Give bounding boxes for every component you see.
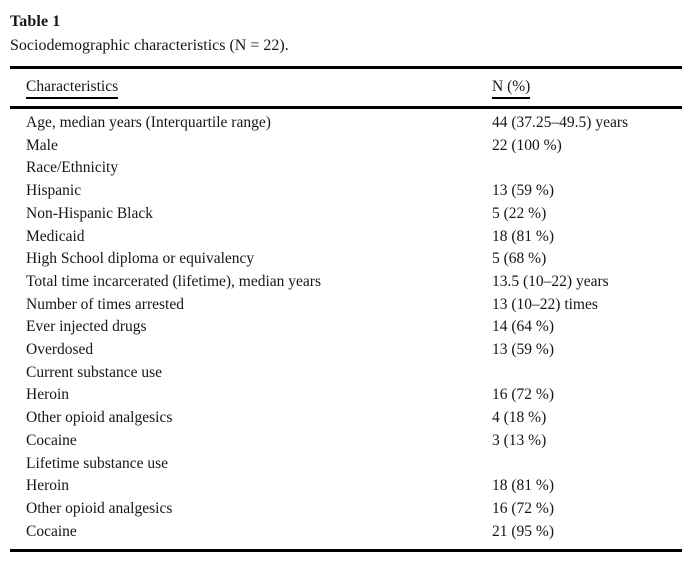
col-header-n-pct: N (%) bbox=[492, 77, 531, 99]
row-label: High School diploma or equivalency bbox=[26, 250, 255, 268]
row-value: 14 (64 %) bbox=[492, 318, 554, 336]
table-row: Age, median years (Interquartile range) 4… bbox=[26, 112, 682, 135]
row-value: 22 (100 %) bbox=[492, 136, 562, 154]
row-value: 44 (37.25–49.5) years bbox=[492, 114, 629, 131]
row-value bbox=[492, 157, 682, 180]
table-row: Male 22 (100 %) bbox=[26, 135, 682, 158]
table-body: Age, median years (Interquartile range) 4… bbox=[10, 109, 682, 549]
row-label: Age, median years (Interquartile range) bbox=[26, 114, 271, 131]
table-row: Total time incarcerated (lifetime), medi… bbox=[26, 271, 682, 294]
table-header-row: Characteristics N (%) bbox=[10, 69, 682, 106]
row-value bbox=[492, 362, 682, 385]
table-row: Other opioid analgesics 16 (72 %) bbox=[26, 498, 682, 521]
row-label: Race/Ethnicity bbox=[26, 159, 119, 177]
table-row: Ever injected drugs 14 (64 %) bbox=[26, 316, 682, 339]
paper-table-block: Table 1 Sociodemographic characteristics… bbox=[10, 12, 682, 553]
row-label: Current substance use bbox=[26, 363, 163, 381]
table-row: Number of times arrested 13 (10–22) times bbox=[26, 294, 682, 317]
row-label: Hispanic bbox=[26, 182, 82, 200]
table-title: Table 1 bbox=[10, 13, 61, 30]
row-value: 5 (68 %) bbox=[492, 250, 547, 268]
row-value: 4 (18 %) bbox=[492, 409, 547, 427]
row-label: Total time incarcerated (lifetime), medi… bbox=[26, 272, 321, 290]
row-value: 13 (59 %) bbox=[492, 341, 554, 359]
row-value: 13.5 (10–22) years bbox=[492, 272, 609, 290]
row-label: Cocaine bbox=[26, 522, 77, 540]
bottom-rule bbox=[10, 549, 682, 553]
row-value: 18 (81 %) bbox=[492, 477, 554, 495]
row-label: Medicaid bbox=[26, 227, 85, 245]
table-row: Cocaine 21 (95 %) bbox=[26, 521, 682, 544]
row-value: 13 (10–22) times bbox=[492, 295, 598, 313]
row-label: Other opioid analgesics bbox=[26, 409, 173, 427]
col-header-characteristics: Characteristics bbox=[26, 77, 119, 99]
row-value: 21 (95 %) bbox=[492, 522, 554, 540]
table-row: Lifetime substance use bbox=[26, 453, 682, 476]
row-label: Male bbox=[26, 136, 58, 154]
col-header-characteristics-label: Characteristics bbox=[26, 77, 119, 99]
table-row: Cocaine 3 (13 %) bbox=[26, 430, 682, 453]
row-value: 3 (13 %) bbox=[492, 431, 547, 449]
header-rule bbox=[10, 106, 682, 109]
table-row: Current substance use bbox=[26, 362, 682, 385]
table-row: Other opioid analgesics 4 (18 %) bbox=[26, 407, 682, 430]
table-row: Non-Hispanic Black 5 (22 %) bbox=[26, 203, 682, 226]
row-label: Cocaine bbox=[26, 431, 77, 449]
table-row: High School diploma or equivalency 5 (68 … bbox=[26, 248, 682, 271]
table-row: Hispanic 13 (59 %) bbox=[26, 180, 682, 203]
row-label: Other opioid analgesics bbox=[26, 499, 173, 517]
row-label: Lifetime substance use bbox=[26, 454, 169, 472]
row-value bbox=[492, 453, 682, 476]
table-caption: Sociodemographic characteristics (N = 22… bbox=[10, 37, 289, 54]
table-row: Overdosed 13 (59 %) bbox=[26, 339, 682, 362]
table-row: Heroin 16 (72 %) bbox=[26, 384, 682, 407]
row-value: 16 (72 %) bbox=[492, 499, 554, 517]
table-row: Heroin 18 (81 %) bbox=[26, 475, 682, 498]
table-row: Race/Ethnicity bbox=[26, 157, 682, 180]
row-label: Number of times arrested bbox=[26, 295, 184, 313]
row-value: 13 (59 %) bbox=[492, 182, 554, 200]
row-value: 18 (81 %) bbox=[492, 227, 554, 245]
top-rule bbox=[10, 66, 682, 69]
row-label: Ever injected drugs bbox=[26, 318, 147, 336]
row-label: Heroin bbox=[26, 477, 70, 495]
row-label: Non-Hispanic Black bbox=[26, 204, 153, 222]
row-label: Overdosed bbox=[26, 341, 94, 359]
table-row: Medicaid 18 (81 %) bbox=[26, 226, 682, 249]
row-label: Heroin bbox=[26, 386, 70, 404]
row-value: 16 (72 %) bbox=[492, 386, 554, 404]
row-value: 5 (22 %) bbox=[492, 204, 547, 222]
col-header-n-pct-label: N (%) bbox=[492, 77, 531, 99]
